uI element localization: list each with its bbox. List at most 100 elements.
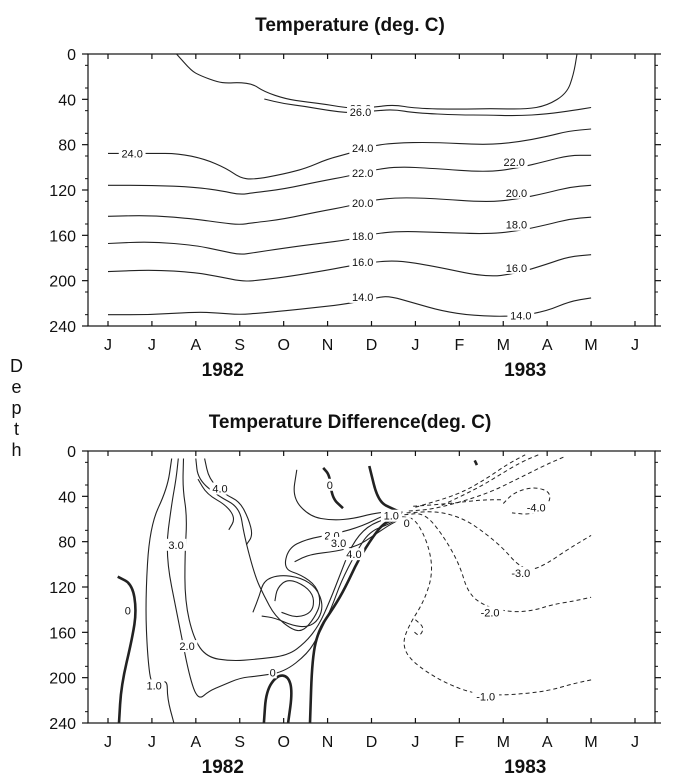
- y-axis-label-letter: D: [10, 356, 24, 376]
- contour-label: 18.0: [352, 231, 373, 243]
- contour-label-bg: [349, 290, 377, 303]
- month-label: M: [584, 337, 597, 354]
- contour-label-bg: [349, 141, 377, 154]
- contour-lines: [107, 54, 592, 317]
- contour-label: 0: [327, 480, 333, 492]
- contour-line-0: [262, 674, 293, 723]
- month-label: A: [542, 734, 553, 751]
- y-tick-label: 40: [58, 489, 76, 506]
- y-tick-label: 80: [58, 535, 76, 552]
- year-label: 1983: [504, 757, 546, 778]
- month-label: O: [277, 337, 289, 354]
- contour-label-bg: [349, 229, 377, 242]
- month-label: J: [411, 337, 419, 354]
- contour-label-bg: [165, 538, 187, 551]
- contour-label-bg: [347, 106, 374, 119]
- contour-label-bg: [522, 501, 550, 514]
- contour-line-0: [473, 459, 479, 466]
- contour-label: 2.0: [179, 641, 194, 653]
- contour-label-bg: [503, 261, 530, 274]
- y-tick-label: 0: [67, 444, 76, 461]
- month-label: A: [190, 734, 201, 751]
- contour-label: 24.0: [121, 148, 142, 160]
- contour-line-24neg-0: [108, 128, 592, 180]
- year-label: 1982: [202, 360, 244, 381]
- month-label: M: [584, 734, 597, 751]
- month-label: J: [104, 734, 112, 751]
- panel-temperature: 04080120160200240JJASONDJFMAMJ1982198328…: [49, 47, 661, 381]
- contour-line-neg-1-0: [412, 619, 424, 636]
- contour-label: 3.0: [331, 538, 346, 550]
- y-axis-label-letter: e: [11, 377, 23, 397]
- contour-line-28neg-0: [176, 54, 578, 110]
- contour-line-3neg-0: [197, 478, 235, 531]
- y-tick-label: 160: [49, 625, 76, 642]
- plot-frame: [87, 53, 656, 327]
- y-tick-label: 200: [49, 671, 76, 688]
- chart-title-temperature: Temperature (deg. C): [255, 15, 445, 36]
- y-tick-label: 120: [49, 580, 76, 597]
- panel-temperature-difference: 0 40 80 120 160 200 240 J J A S O N D J F M A M J 1982 1983 0 0…: [49, 444, 661, 778]
- contour-line-0: [308, 517, 399, 723]
- plot-frame: [87, 450, 656, 724]
- contour-label-bg: [507, 309, 535, 322]
- contour-label-bg: [380, 509, 402, 522]
- y-tick-label: 200: [49, 274, 76, 291]
- contour-label: 20.0: [352, 198, 373, 210]
- y-tick-label: 160: [49, 228, 76, 245]
- month-label: A: [542, 337, 553, 354]
- y-tick-label: 120: [49, 183, 76, 200]
- month-label: J: [148, 337, 156, 354]
- contour-label: 14.0: [510, 311, 531, 323]
- y-tick-label: 240: [49, 716, 76, 733]
- contour-line-2neg-0: [195, 458, 398, 632]
- contour-label-bg: [503, 218, 530, 231]
- contour-label-bg: [349, 167, 377, 180]
- contour-label: 18.0: [506, 220, 527, 232]
- month-label: M: [497, 337, 510, 354]
- contour-line-1neg-0: [145, 458, 175, 723]
- y-axis-label-letter: h: [11, 440, 23, 460]
- month-label: J: [631, 337, 639, 354]
- contour-label: 26.0: [350, 107, 371, 119]
- contour-lines: [117, 454, 592, 723]
- month-label: N: [322, 337, 334, 354]
- month-label: F: [454, 337, 464, 354]
- chart-title-temperature-difference: Temperature Difference(deg. C): [208, 412, 492, 433]
- contour-line-neg-2-0: [404, 513, 592, 613]
- contour-label: 0: [125, 605, 131, 617]
- contour-label: -4.0: [527, 502, 546, 514]
- y-tick-label: 80: [58, 138, 76, 155]
- contour-label: 0: [404, 518, 410, 530]
- contour-line-1neg-0: [166, 458, 399, 698]
- y-tick-label: 0: [67, 47, 76, 64]
- contour-label: 24.0: [352, 143, 373, 155]
- year-label: 1983: [504, 360, 546, 381]
- contour-label: 4.0: [212, 484, 227, 496]
- contour-line-4neg-0: [274, 580, 315, 618]
- month-label: J: [104, 337, 112, 354]
- contour-label: 22.0: [352, 168, 373, 180]
- contour-label-bg: [503, 186, 530, 199]
- contour-label: 22.0: [504, 157, 525, 169]
- contour-label-bg: [472, 690, 500, 703]
- year-label: 1982: [202, 757, 244, 778]
- contour-label-bg: [328, 536, 349, 549]
- contour-label-bg: [343, 548, 365, 561]
- contour-line-4neg-0: [294, 519, 399, 563]
- contour-label: 16.0: [352, 257, 373, 269]
- contour-line-neg-4-0: [408, 456, 565, 512]
- month-label: M: [497, 734, 510, 751]
- month-label: O: [277, 734, 289, 751]
- contour-line-neg-1-0: [413, 499, 504, 507]
- contour-label-bg: [349, 197, 377, 210]
- y-tick-label: 40: [58, 92, 76, 109]
- month-label: A: [190, 337, 201, 354]
- y-tick-label: 240: [49, 319, 76, 336]
- contour-label: 3.0: [168, 540, 183, 552]
- contour-label: 16.0: [506, 263, 527, 275]
- contour-label-bg: [476, 606, 504, 619]
- contour-label: 4.0: [346, 549, 361, 561]
